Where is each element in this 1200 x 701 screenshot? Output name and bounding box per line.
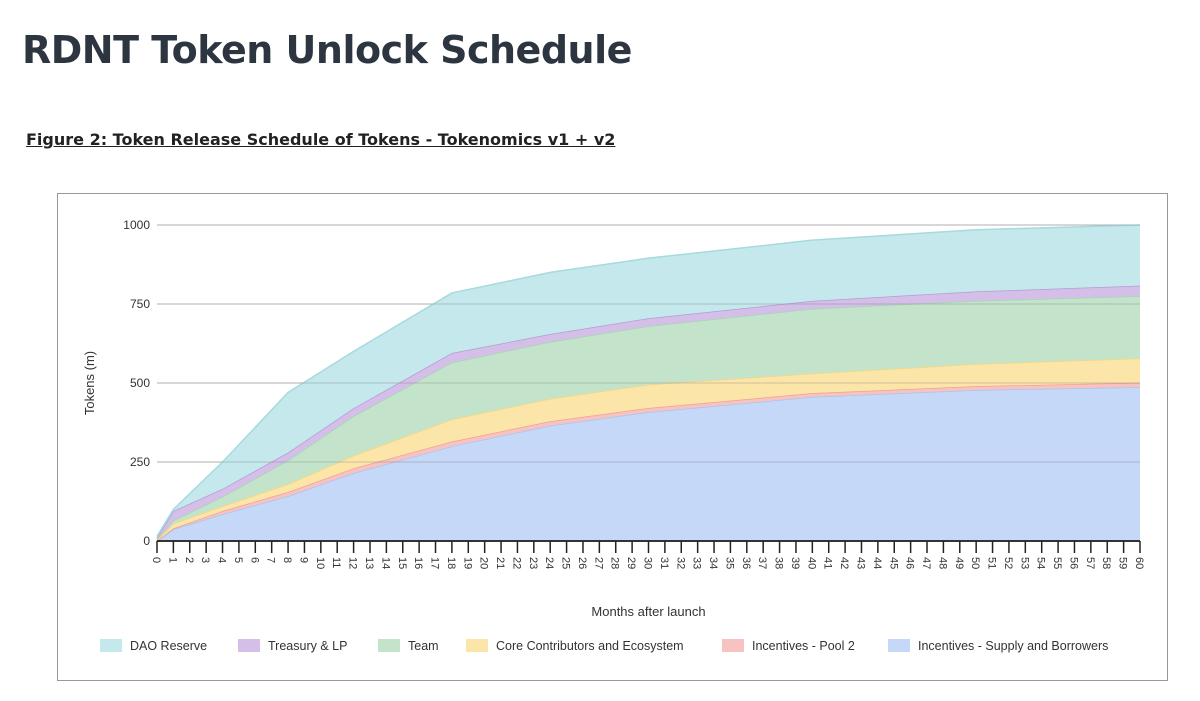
x-tick-label: 35	[723, 557, 735, 569]
x-tick-label: 17	[429, 557, 441, 569]
x-tick-label: 37	[756, 557, 768, 569]
x-tick-label: 57	[1084, 557, 1096, 569]
x-tick-label: 55	[1051, 557, 1063, 569]
x-tick-label: 2	[183, 557, 195, 563]
x-tick-label: 28	[609, 557, 621, 569]
x-tick-label: 59	[1117, 557, 1129, 569]
x-tick-label: 23	[527, 557, 539, 569]
x-tick-label: 4	[216, 557, 228, 563]
x-tick-label: 49	[953, 557, 965, 569]
x-tick-label: 29	[625, 557, 637, 569]
x-tick-label: 18	[445, 557, 457, 569]
legend-label: Incentives - Pool 2	[752, 639, 855, 653]
x-tick-label: 19	[461, 557, 473, 569]
area-incentives-supply-and-borrowers	[157, 387, 1140, 541]
x-tick-label: 0	[150, 557, 162, 563]
y-tick-label: 500	[130, 376, 150, 390]
x-tick-label: 32	[674, 557, 686, 569]
area-treasury-lp	[157, 285, 1140, 540]
x-tick-label: 42	[838, 557, 850, 569]
x-tick-label: 44	[871, 557, 883, 569]
legend-label: DAO Reserve	[130, 639, 207, 653]
x-tick-label: 21	[494, 557, 506, 569]
x-tick-label: 31	[658, 557, 670, 569]
legend-swatch	[466, 639, 488, 652]
x-tick-label: 16	[412, 557, 424, 569]
x-tick-label: 36	[740, 557, 752, 569]
x-tick-label: 39	[789, 557, 801, 569]
page-title: RDNT Token Unlock Schedule	[22, 28, 632, 72]
x-tick-label: 10	[314, 557, 326, 569]
x-tick-label: 7	[265, 557, 277, 563]
x-tick-label: 24	[543, 557, 555, 569]
x-tick-label: 56	[1067, 557, 1079, 569]
x-tick-label: 25	[560, 557, 572, 569]
x-tick-label: 45	[887, 557, 899, 569]
figure-caption: Figure 2: Token Release Schedule of Toke…	[26, 130, 616, 149]
x-tick-label: 34	[707, 557, 719, 569]
area-team	[157, 296, 1140, 541]
legend-swatch	[100, 639, 122, 652]
x-tick-label: 15	[396, 557, 408, 569]
legend-label: Incentives - Supply and Borrowers	[918, 639, 1108, 653]
y-tick-label: 0	[143, 534, 150, 548]
area-dao-reserve	[157, 225, 1140, 538]
x-tick-label: 33	[691, 557, 703, 569]
area-core-contributors-and-ecosystem	[157, 358, 1140, 541]
x-tick-label: 46	[904, 557, 916, 569]
legend-label: Team	[408, 639, 439, 653]
y-tick-label: 250	[130, 455, 150, 469]
y-tick-label: 750	[130, 297, 150, 311]
x-tick-label: 52	[1002, 557, 1014, 569]
x-tick-label: 5	[232, 557, 244, 563]
x-tick-label: 12	[347, 557, 359, 569]
x-tick-label: 40	[805, 557, 817, 569]
chart-frame	[57, 193, 1168, 681]
x-tick-label: 51	[986, 557, 998, 569]
legend-swatch	[722, 639, 744, 652]
x-tick-label: 14	[379, 557, 391, 569]
x-tick-label: 8	[281, 557, 293, 563]
x-tick-label: 27	[592, 557, 604, 569]
legend-label: Treasury & LP	[268, 639, 347, 653]
x-tick-label: 3	[199, 557, 211, 563]
x-tick-label: 1	[166, 557, 178, 563]
x-tick-label: 54	[1035, 557, 1047, 569]
y-axis-title: Tokens (m)	[82, 351, 97, 415]
x-tick-label: 9	[297, 557, 309, 563]
x-tick-label: 43	[854, 557, 866, 569]
legend-swatch	[888, 639, 910, 652]
x-tick-label: 38	[773, 557, 785, 569]
x-tick-label: 11	[330, 557, 342, 568]
x-tick-label: 47	[920, 557, 932, 569]
legend-swatch	[378, 639, 400, 652]
y-tick-label: 1000	[123, 218, 150, 232]
x-tick-label: 48	[936, 557, 948, 569]
x-axis-title: Months after launch	[591, 604, 705, 619]
x-tick-label: 53	[1018, 557, 1030, 569]
x-tick-label: 50	[969, 557, 981, 569]
x-tick-label: 26	[576, 557, 588, 569]
legend-label: Core Contributors and Ecosystem	[496, 639, 684, 653]
legend-swatch	[238, 639, 260, 652]
x-tick-label: 41	[822, 557, 834, 569]
x-tick-label: 20	[478, 557, 490, 569]
x-tick-label: 22	[510, 557, 522, 569]
x-tick-label: 58	[1100, 557, 1112, 569]
x-tick-label: 30	[642, 557, 654, 569]
x-tick-label: 6	[248, 557, 260, 563]
x-tick-label: 60	[1133, 557, 1145, 569]
x-tick-label: 13	[363, 557, 375, 569]
line-dao-reserve	[156, 224, 1141, 537]
